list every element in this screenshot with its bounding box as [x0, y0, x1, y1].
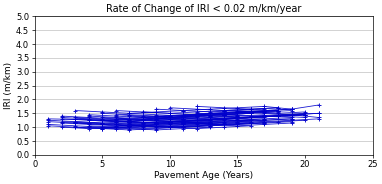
Y-axis label: IRI (m/km): IRI (m/km)	[4, 62, 13, 109]
Title: Rate of Change of IRI < 0.02 m/km/year: Rate of Change of IRI < 0.02 m/km/year	[106, 4, 301, 14]
X-axis label: Pavement Age (Years): Pavement Age (Years)	[154, 171, 253, 180]
